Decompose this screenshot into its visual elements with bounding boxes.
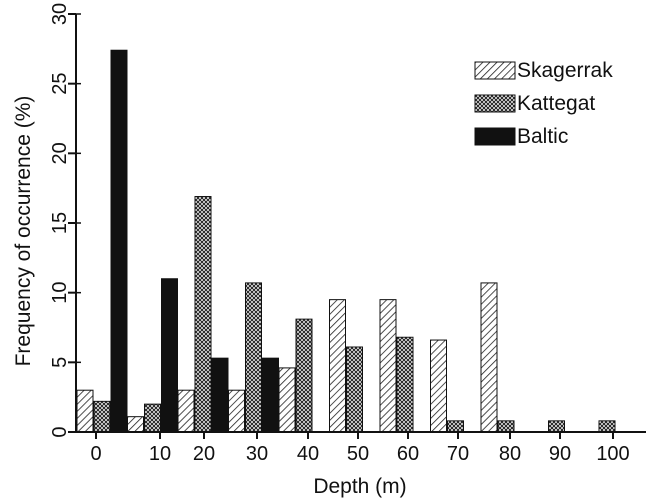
x-tick-label: 60 [397,443,419,465]
bar-baltic-0 [110,49,128,433]
bar-kattegat-20 [194,196,212,433]
y-tick-label: 25 [49,73,71,95]
y-tick-label: 20 [49,142,71,164]
legend-label-skagerrak: Skagerrak [517,59,613,82]
bar-skagerrak-30 [228,389,245,433]
y-tick-label: 0 [49,426,71,437]
legend-label-kattegat: Kattegat [517,92,595,115]
bar-skagerrak-60 [379,299,397,433]
x-tick-label: 90 [549,443,571,465]
bar-skagerrak-50 [329,299,346,433]
x-tick-label: 30 [246,443,268,465]
bar-kattegat-10 [144,403,161,433]
bar-kattegat-60 [396,336,414,433]
legend-swatch-skagerrak [474,61,516,80]
legend-label-baltic: Baltic [517,125,568,148]
legend-swatch-kattegat [474,94,516,113]
y-tick-label: 5 [49,357,71,368]
x-tick-label: 20 [193,443,215,465]
bar-skagerrak-70 [430,339,447,433]
bar-kattegat-80 [497,420,515,433]
bar-baltic-30 [262,357,279,433]
y-tick-label: 15 [49,212,71,234]
x-tick-label: 10 [149,443,171,465]
x-axis-ticks: 0 10 20 30 40 50 60 70 80 90 100 [90,432,630,465]
x-tick-label: 100 [596,443,629,465]
bar-skagerrak-40 [278,367,296,433]
y-axis-ticks: 0 5 10 15 20 25 30 [49,3,81,438]
bar-skagerrak-10 [127,416,144,433]
y-tick-label: 30 [49,3,71,25]
bar-baltic-10 [161,278,178,433]
x-tick-label: 50 [347,443,369,465]
bar-kattegat-40 [295,318,313,433]
bar-kattegat-50 [346,346,363,433]
y-axis-label: Frequency of occurrence (%) [12,96,35,367]
legend: Skagerrak Kattegat Baltic [474,59,613,148]
bar-kattegat-70 [447,420,464,433]
bar-kattegat-30 [245,282,262,433]
bar-skagerrak-20 [177,389,195,433]
bar-kattegat-100 [598,420,616,433]
bar-skagerrak-80 [480,282,498,433]
bar-kattegat-0 [93,400,111,433]
x-tick-label: 40 [297,443,319,465]
x-tick-label: 80 [499,443,521,465]
x-tick-label: 0 [90,443,101,465]
x-tick-label: 70 [447,443,469,465]
legend-swatch-baltic [474,127,516,146]
y-tick-label: 10 [49,282,71,304]
x-axis-label: Depth (m) [313,475,406,498]
bar-baltic-20 [211,357,229,433]
bar-kattegat-90 [548,420,565,433]
bar-skagerrak-0 [76,389,94,433]
